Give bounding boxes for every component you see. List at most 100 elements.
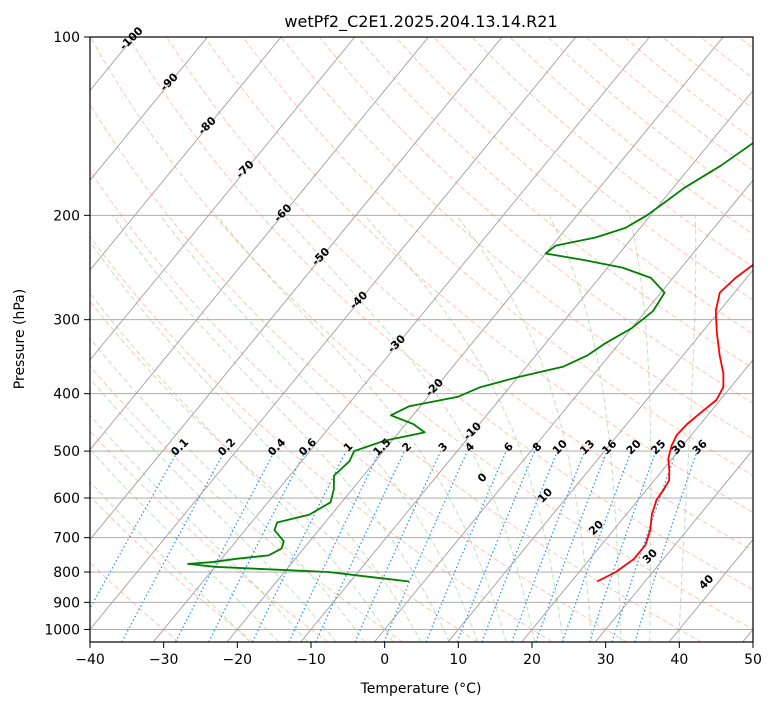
mixing-ratio-label: 36 <box>690 437 710 457</box>
moist-adiabat-line <box>548 215 622 642</box>
y-tick-label: 300 <box>53 313 80 329</box>
dry-adiabat-line <box>166 37 753 552</box>
dry-adiabat-line <box>585 37 753 171</box>
dry-adiabat-line <box>433 37 753 301</box>
mixing-ratio-line <box>383 450 468 642</box>
mixing-ratio-label: 0.4 <box>265 435 288 458</box>
dry-adiabat-line <box>90 37 753 630</box>
mixing-ratio-label: 25 <box>648 437 668 457</box>
moist-adiabat-line <box>159 214 479 642</box>
x-tick-label: −30 <box>149 652 179 668</box>
y-tick-label: 600 <box>53 491 80 507</box>
moist-adiabat-label: 20 <box>586 517 606 537</box>
isotherm-line <box>374 179 753 642</box>
mixing-ratio-line <box>589 450 657 642</box>
dry-adiabat-line <box>280 37 753 440</box>
moist-adiabat-line <box>216 214 507 642</box>
isotherm-line <box>226 37 724 642</box>
dry-adiabat-line <box>128 37 753 591</box>
y-tick-label: 500 <box>53 444 80 460</box>
moist-adiabat-line <box>364 214 564 642</box>
mixing-ratio-label: 20 <box>624 437 644 457</box>
mixing-ratio-label: 10 <box>550 437 570 457</box>
plot-frame <box>89 36 754 643</box>
y-tick-label: 100 <box>53 30 80 46</box>
x-axis: −40 −30 −20 −10 0 10 20 30 40 50 <box>75 642 762 668</box>
moist-adiabat-line <box>112 215 450 642</box>
mixing-ratio-line <box>425 450 507 642</box>
mixing-ratio-label: 6 <box>501 440 516 455</box>
dry-adiabat-line <box>395 37 753 335</box>
moist-adiabat-line <box>90 481 251 642</box>
x-tick-label: −40 <box>75 652 105 668</box>
mixing-ratio-line <box>511 450 586 642</box>
mixing-ratio-line <box>481 450 559 642</box>
isotherm-line <box>521 359 753 642</box>
isotherm-line <box>668 538 753 642</box>
moist-adiabat-line <box>283 214 536 642</box>
isotherm-line <box>90 37 282 271</box>
y-tick-label: 1000 <box>44 622 80 638</box>
profiles <box>187 141 753 583</box>
dry-adiabat-label: -100 <box>117 24 146 53</box>
isotherm-line <box>90 37 503 541</box>
mixing-ratio-label: 13 <box>577 437 597 457</box>
moist-adiabat-line <box>90 240 422 642</box>
mixing-ratio-label: 0.6 <box>296 435 319 458</box>
x-tick-label: −10 <box>296 652 326 668</box>
moist-adiabat-line <box>629 215 652 642</box>
mixing-ratio-line <box>535 450 608 642</box>
mixing-ratio-line <box>208 450 306 642</box>
y-tick-label: 900 <box>53 595 80 611</box>
x-tick-label: 20 <box>523 652 541 668</box>
moist-adiabat-line <box>90 414 308 642</box>
mixing-ratio-line <box>121 450 226 642</box>
line-labels: 0.1 0.2 0.4 0.6 1 1.5 2 3 4 6 8 10 13 16 20 25 30 36-100-… <box>117 24 717 592</box>
mixing-ratio-line <box>174 450 276 642</box>
x-tick-label: 50 <box>744 652 762 668</box>
moist-adiabat-line <box>90 337 365 642</box>
isotherm-line <box>742 628 753 642</box>
isotherm-line <box>90 37 429 451</box>
mixing-ratio-line <box>251 450 347 642</box>
y-tick-label: 700 <box>53 531 80 547</box>
dry-adiabat-line <box>90 170 628 642</box>
isotherm-line <box>90 37 356 361</box>
dry-adiabat-line <box>90 561 179 642</box>
x-tick-label: 10 <box>449 652 467 668</box>
gridlines <box>0 37 753 642</box>
y-tick-label: 200 <box>53 208 80 224</box>
moist-adiabat-label: 10 <box>535 485 555 505</box>
x-tick-label: 30 <box>597 652 615 668</box>
moist-adiabat-label: 0 <box>475 470 490 485</box>
dry-adiabat-line <box>509 37 753 235</box>
dry-adiabat-line <box>90 300 478 642</box>
background-lines <box>90 37 753 642</box>
isotherm-line <box>90 37 208 181</box>
x-axis-label: Temperature (°C) <box>360 681 482 697</box>
mixing-ratio-line <box>90 450 179 610</box>
y-tick-label: 400 <box>53 387 80 403</box>
isotherm-line <box>0 37 60 642</box>
profile-line <box>596 263 753 583</box>
dry-adiabat-line <box>738 37 753 49</box>
y-axis-label: Pressure (hPa) <box>12 289 28 389</box>
dry-adiabat-line <box>547 37 753 203</box>
y-tick-label: 800 <box>53 565 80 581</box>
isotherm-line <box>447 269 753 642</box>
mixing-ratio-line <box>634 450 698 642</box>
y-axis: 100 200 300 400 500 600 700 800 900 1000 <box>44 30 90 638</box>
moist-adiabat-label: 40 <box>696 572 716 592</box>
moist-adiabat-line <box>90 292 394 642</box>
mixing-ratio-label: 30 <box>669 437 689 457</box>
dry-adiabat-line <box>318 37 753 404</box>
x-tick-label: −20 <box>223 652 253 668</box>
dry-adiabat-line <box>90 103 702 642</box>
profile-line <box>187 141 753 583</box>
dry-adiabat-line <box>90 495 254 642</box>
mixing-ratio-label: 8 <box>530 440 545 455</box>
dry-adiabat-line <box>204 37 753 514</box>
dry-adiabat-line <box>662 37 753 110</box>
mixing-ratio-label: 3 <box>436 440 451 455</box>
